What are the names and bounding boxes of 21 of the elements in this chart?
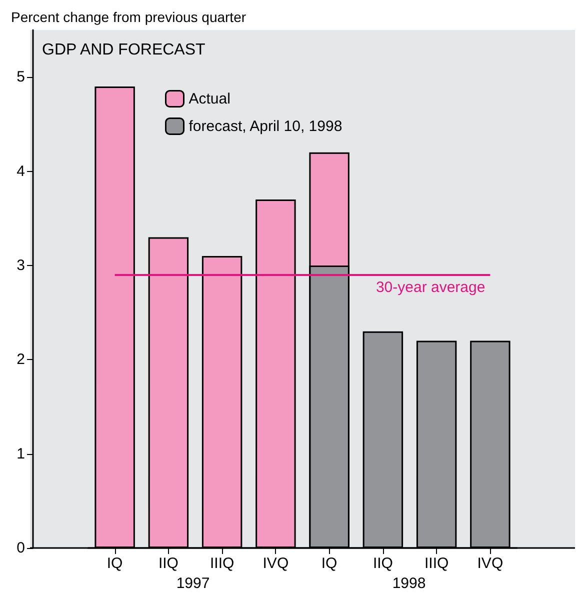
text: 1998 [392,575,426,592]
y-tick-label: 5 [16,68,25,86]
y-tick-label: 2 [16,351,25,368]
x-tick-label: IVQ [477,555,504,572]
y-tick-label: 0 [16,540,25,556]
y-tick-label: 3 [16,256,25,274]
text: GDP AND FORECAST [42,42,206,58]
x-tick-label: IIQ [372,555,393,572]
x-tick-label: IIIQ [210,555,234,572]
legend-label: Actual [188,90,230,108]
x-tick-label: IQ [321,555,338,572]
x-tick-label: IIQ [158,555,178,572]
y-tick-label: 1 [16,445,25,462]
ref-line-label: 30-year average [376,278,486,296]
x-tick-label: IQ [106,555,123,572]
y-axis-title: Percent change from previous quarter [11,9,246,25]
text: 1997 [176,575,210,592]
legend-label: forecast, April 10, 1998 [188,118,342,135]
y-tick-label: 4 [16,162,25,180]
x-tick-label: IVQ [262,555,289,572]
x-tick-label: IIIQ [424,555,449,572]
